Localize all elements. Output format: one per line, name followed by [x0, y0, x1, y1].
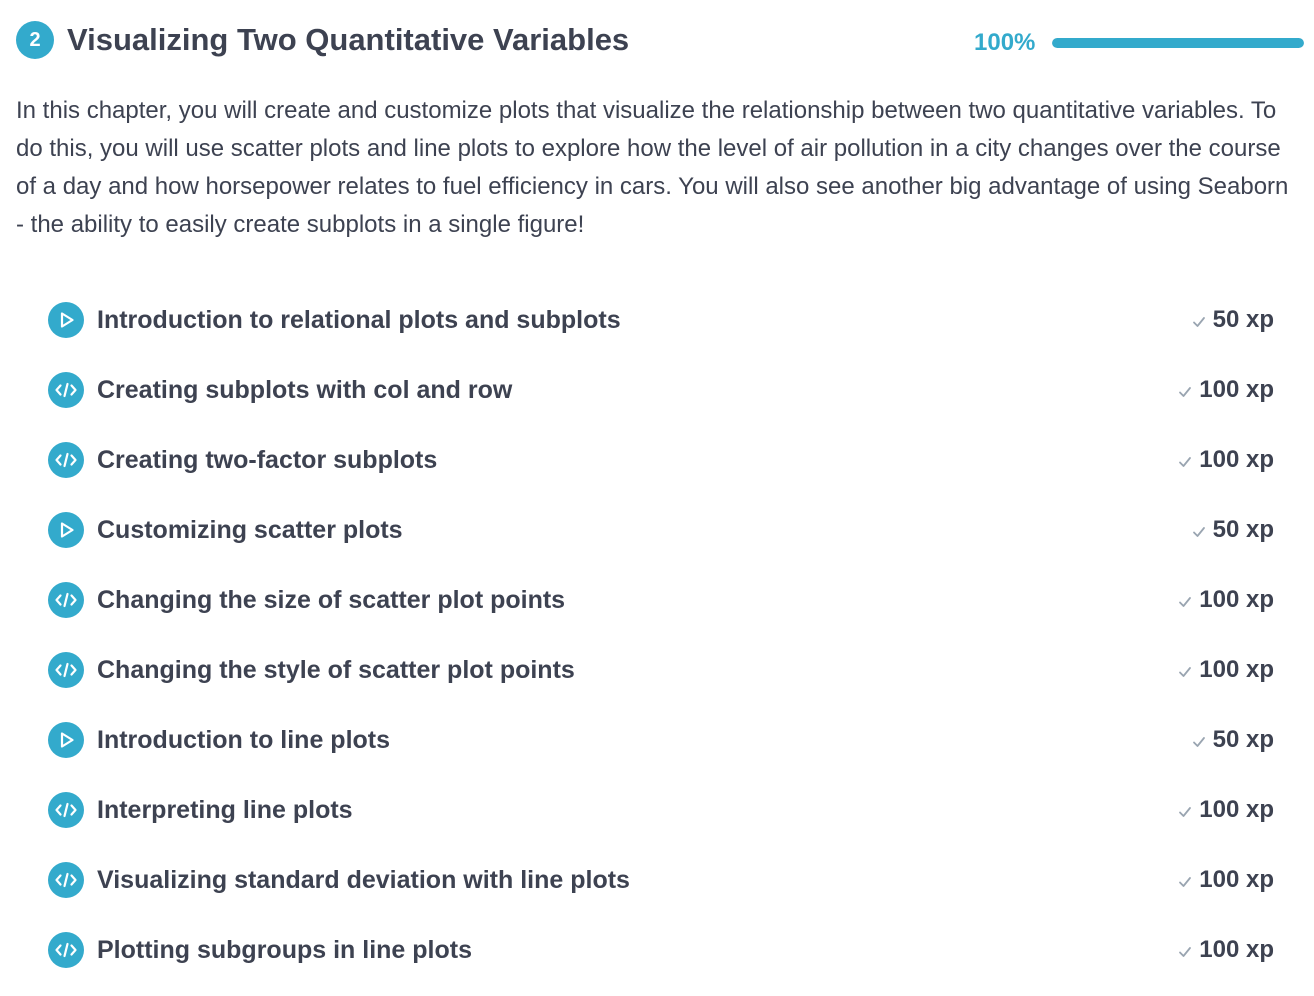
progress-bar-fill [1052, 38, 1304, 48]
check-icon [1192, 527, 1205, 537]
check-icon [1179, 597, 1192, 607]
chapter-header: 2 Visualizing Two Quantitative Variables… [16, 18, 1306, 62]
check-icon [1179, 807, 1192, 817]
xp-value: 100 xp [1199, 446, 1274, 473]
xp-value: 50 xp [1212, 306, 1274, 333]
exercise-item-6[interactable]: Changing the style of scatter plot point… [48, 635, 1274, 705]
exercise-xp: 50 xp [1191, 723, 1274, 757]
xp-value: 100 xp [1199, 656, 1274, 683]
chapter-title[interactable]: Visualizing Two Quantitative Variables [67, 22, 630, 57]
code-icon [48, 372, 84, 408]
exercise-item-4[interactable]: Customizing scatter plots 50 xp [48, 495, 1274, 565]
exercise-xp: 100 xp [1177, 933, 1274, 967]
check-icon [1179, 387, 1192, 397]
exercise-title[interactable]: Interpreting line plots [97, 796, 353, 824]
exercise-xp: 100 xp [1177, 583, 1274, 617]
exercise-xp: 100 xp [1177, 863, 1274, 897]
code-icon [48, 582, 84, 618]
exercise-item-10[interactable]: Plotting subgroups in line plots 100 xp [48, 915, 1274, 985]
code-icon [48, 862, 84, 898]
exercise-title[interactable]: Customizing scatter plots [97, 516, 403, 544]
exercise-item-1[interactable]: Introduction to relational plots and sub… [48, 285, 1274, 355]
xp-value: 50 xp [1212, 516, 1274, 543]
play-icon [48, 302, 84, 338]
exercise-xp: 50 xp [1191, 303, 1274, 337]
xp-value: 100 xp [1199, 796, 1274, 823]
exercise-title[interactable]: Creating two-factor subplots [97, 446, 438, 474]
exercise-title[interactable]: Introduction to line plots [97, 726, 391, 754]
exercise-title[interactable]: Creating subplots with col and row [97, 376, 513, 404]
exercise-title[interactable]: Introduction to relational plots and sub… [97, 306, 621, 334]
exercise-item-9[interactable]: Visualizing standard deviation with line… [48, 845, 1274, 915]
progress-percentage: 100% [974, 29, 1036, 56]
exercise-xp: 100 xp [1177, 793, 1274, 827]
check-icon [1179, 457, 1192, 467]
exercise-item-8[interactable]: Interpreting line plots 100 xp [48, 775, 1274, 845]
chapter-description: In this chapter, you will create and cus… [16, 97, 1289, 238]
exercise-title[interactable]: Changing the style of scatter plot point… [97, 656, 575, 684]
exercise-title[interactable]: Plotting subgroups in line plots [97, 936, 472, 964]
exercise-xp: 50 xp [1191, 513, 1274, 547]
exercise-title[interactable]: Changing the size of scatter plot points [97, 586, 566, 614]
exercise-list: Introduction to relational plots and sub… [48, 285, 1274, 985]
play-icon [48, 722, 84, 758]
exercise-xp: 100 xp [1177, 373, 1274, 407]
check-icon [1192, 317, 1205, 327]
exercise-xp: 100 xp [1177, 443, 1274, 477]
check-icon [1179, 667, 1192, 677]
exercise-item-7[interactable]: Introduction to line plots 50 xp [48, 705, 1274, 775]
xp-value: 100 xp [1199, 586, 1274, 613]
code-icon [48, 932, 84, 968]
exercise-xp: 100 xp [1177, 653, 1274, 687]
progress-bar [1052, 38, 1304, 48]
check-icon [1192, 737, 1205, 747]
play-icon [48, 512, 84, 548]
check-icon [1179, 877, 1192, 887]
xp-value: 100 xp [1199, 936, 1274, 963]
xp-value: 50 xp [1212, 726, 1274, 753]
check-icon [1179, 947, 1192, 957]
exercise-title[interactable]: Visualizing standard deviation with line… [97, 866, 630, 894]
xp-value: 100 xp [1199, 376, 1274, 403]
xp-value: 100 xp [1199, 866, 1274, 893]
chapter-number-badge: 2 [16, 21, 54, 59]
exercise-item-2[interactable]: Creating subplots with col and row 100 x… [48, 355, 1274, 425]
code-icon [48, 652, 84, 688]
code-icon [48, 442, 84, 478]
exercise-item-3[interactable]: Creating two-factor subplots 100 xp [48, 425, 1274, 495]
code-icon [48, 792, 84, 828]
exercise-item-5[interactable]: Changing the size of scatter plot points… [48, 565, 1274, 635]
